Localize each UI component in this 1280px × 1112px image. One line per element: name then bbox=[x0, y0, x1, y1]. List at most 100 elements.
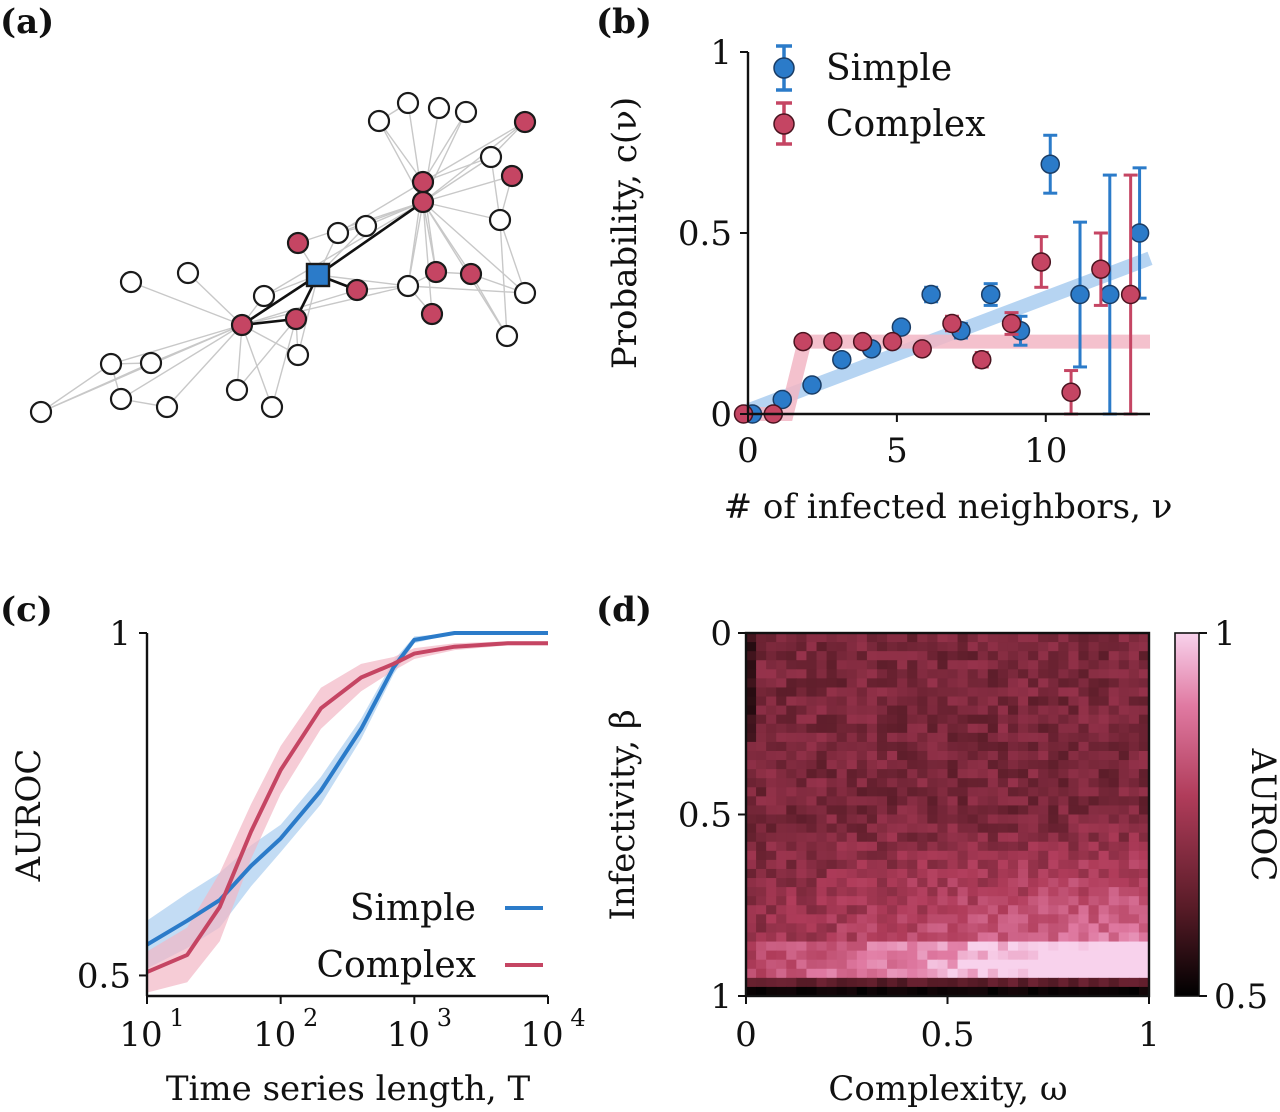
heatmap-cell bbox=[776, 787, 787, 797]
heatmap-cell bbox=[937, 787, 949, 797]
network-node-susceptible bbox=[252, 284, 276, 308]
heatmap-cell bbox=[1068, 805, 1080, 816]
heatmap-cell bbox=[1048, 642, 1059, 652]
heatmap-cell bbox=[846, 642, 858, 652]
heatmap-cell bbox=[1108, 642, 1120, 652]
heatmap-cell bbox=[1108, 923, 1120, 934]
heatmap-cell bbox=[756, 760, 767, 770]
heatmap-cell bbox=[1058, 814, 1069, 825]
heatmap-cell bbox=[887, 841, 898, 852]
heatmap-cell bbox=[897, 660, 908, 670]
heatmap-cell bbox=[947, 796, 959, 807]
heatmap-cell bbox=[1098, 905, 1110, 915]
heatmap-cell bbox=[987, 841, 999, 852]
heatmap-cell bbox=[1118, 923, 1130, 934]
heatmap-cell bbox=[1038, 914, 1049, 924]
heatmap-cell bbox=[917, 732, 928, 743]
colorbar-tick-label-bottom: 0.5 bbox=[1214, 977, 1268, 1017]
heatmap-cell bbox=[1118, 941, 1130, 952]
heatmap-cell bbox=[836, 678, 848, 689]
heatmap-cell bbox=[786, 660, 797, 670]
heatmap-cell bbox=[766, 778, 777, 788]
heatmap-cell bbox=[866, 914, 878, 924]
heatmap-cell bbox=[1068, 633, 1080, 643]
heatmap-cell bbox=[1038, 805, 1049, 816]
heatmap-cell bbox=[836, 778, 848, 788]
heatmap-cell bbox=[937, 732, 949, 743]
heatmap-cell bbox=[796, 787, 808, 797]
heatmap-cell bbox=[876, 950, 888, 961]
heatmap-cell bbox=[927, 714, 939, 725]
heatmap-cell bbox=[1118, 705, 1130, 716]
heatmap-cell bbox=[907, 868, 918, 879]
heatmap-cell bbox=[947, 814, 959, 825]
heatmap-cell bbox=[897, 769, 908, 779]
heatmap-cell bbox=[786, 796, 797, 807]
heatmap-cell bbox=[766, 714, 777, 725]
heatmap-cell bbox=[806, 932, 818, 943]
heatmap-cell bbox=[1108, 805, 1120, 816]
heatmap-cell bbox=[866, 741, 878, 752]
heatmap-cell bbox=[897, 887, 908, 897]
heatmap-cell bbox=[1018, 778, 1029, 788]
band-complex bbox=[147, 641, 548, 993]
heatmap-cell bbox=[957, 651, 969, 661]
heatmap-cell bbox=[1048, 841, 1059, 852]
heatmap-cell bbox=[816, 850, 828, 861]
heatmap-cell bbox=[997, 678, 1009, 689]
heatmap-cell bbox=[846, 850, 858, 861]
heatmap-cell bbox=[967, 778, 979, 788]
heatmap-cell bbox=[836, 769, 848, 779]
heatmap-cell bbox=[746, 705, 757, 716]
heatmap-cell bbox=[846, 705, 858, 716]
heatmap-cell bbox=[927, 787, 939, 797]
heatmap-cell bbox=[957, 941, 969, 952]
heatmap-cell bbox=[1038, 878, 1049, 888]
heatmap-cell bbox=[977, 705, 989, 716]
heatmap-cell bbox=[876, 714, 888, 725]
heatmap-cell bbox=[1038, 687, 1049, 698]
heatmap-cell bbox=[1038, 714, 1049, 725]
heatmap-cell bbox=[1028, 796, 1039, 807]
heatmap-cell bbox=[786, 651, 797, 661]
heatmap-cell bbox=[1038, 796, 1049, 807]
heatmap-cell bbox=[836, 878, 848, 888]
heatmap-cell bbox=[1088, 696, 1100, 707]
heatmap-cell bbox=[766, 968, 777, 979]
heatmap-cell bbox=[846, 878, 858, 888]
heatmap-cell bbox=[917, 986, 928, 997]
heatmap-cell bbox=[997, 823, 1009, 834]
heatmap-cell bbox=[1038, 651, 1049, 661]
heatmap-cell bbox=[866, 687, 878, 698]
heatmap-cell bbox=[897, 977, 908, 988]
heatmap-cell bbox=[1048, 814, 1059, 825]
panel-label-b: (b) bbox=[596, 2, 652, 42]
heatmap-cell bbox=[1098, 669, 1110, 679]
heatmap-cell bbox=[826, 986, 838, 997]
b-y-tick-label: 1 bbox=[710, 33, 732, 73]
heatmap-cell bbox=[1078, 750, 1090, 761]
heatmap-cell bbox=[816, 696, 828, 707]
heatmap-cell bbox=[796, 642, 808, 652]
heatmap-cell bbox=[1038, 823, 1049, 834]
heatmap-cell bbox=[1048, 959, 1059, 970]
heatmap-cell bbox=[957, 796, 969, 807]
heatmap-cell bbox=[846, 968, 858, 979]
heatmap-cell bbox=[1038, 841, 1049, 852]
heatmap-cell bbox=[1007, 986, 1019, 997]
heatmap-cell bbox=[927, 678, 939, 689]
heatmap-cell bbox=[796, 923, 808, 934]
heatmap-cell bbox=[887, 887, 898, 897]
heatmap-cell bbox=[1128, 977, 1140, 988]
heatmap-cell bbox=[816, 778, 828, 788]
heatmap-cell bbox=[917, 823, 928, 834]
heatmap-cell bbox=[846, 977, 858, 988]
heatmap-cell bbox=[1058, 905, 1069, 915]
heatmap-cell bbox=[826, 841, 838, 852]
heatmap-cell bbox=[1128, 714, 1140, 725]
heatmap-cell bbox=[746, 941, 757, 952]
heatmap-cell bbox=[987, 850, 999, 861]
heatmap-cell bbox=[806, 741, 818, 752]
heatmap-cell bbox=[917, 896, 928, 906]
